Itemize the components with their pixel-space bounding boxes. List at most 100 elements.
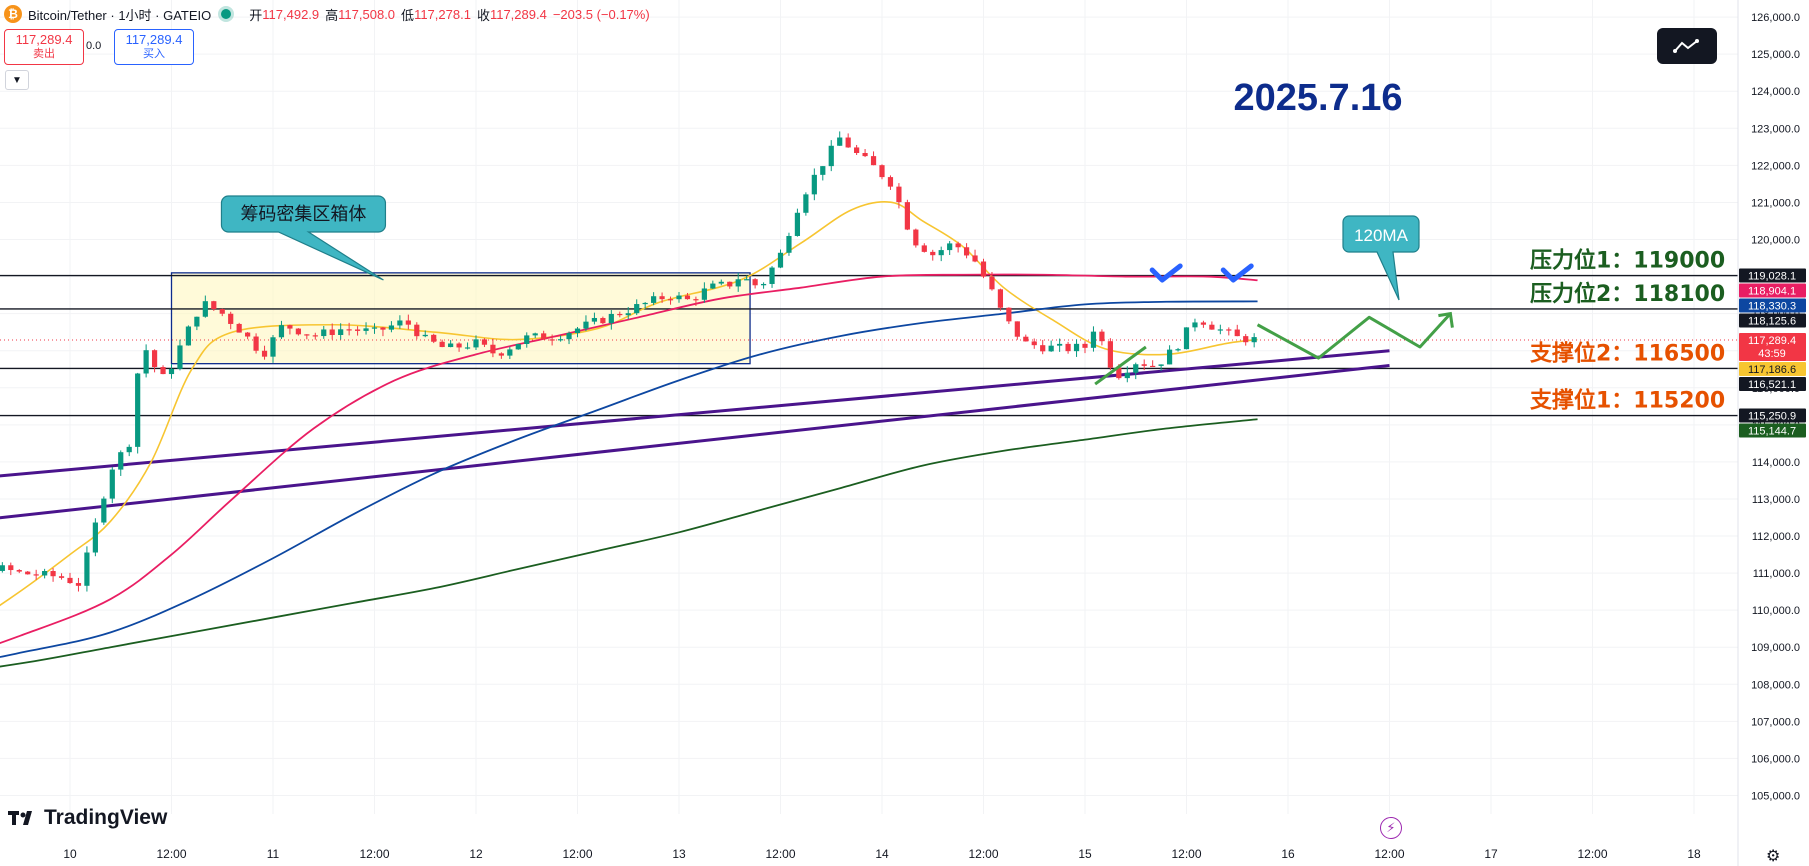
candle-body [980,261,987,277]
y-tick-label: 113,000.0 [1752,494,1800,506]
high-label: 高 [325,7,339,23]
gear-icon[interactable]: ⚙ [1766,848,1781,865]
y-tick-label: 105,000.0 [1751,790,1800,802]
candle-body [481,339,488,345]
candle-body [287,325,293,329]
candle-body [1023,336,1029,342]
candle-body [701,288,707,300]
candle-body [507,349,513,356]
horizontal-levels [0,274,1738,417]
candle-body [414,324,420,337]
candle-body [33,574,39,576]
consolidation-box-rect [170,272,751,365]
candle-body [1099,331,1105,342]
candle-body [1200,322,1207,325]
candle-body [574,328,581,334]
price-tag [1739,361,1806,376]
chart-header: ₿ Bitcoin/Tether · 1小时 · GATEIO 开 117,49… [0,0,650,28]
candle-body [236,323,242,333]
candle-body [532,333,538,336]
moving-average-line [0,418,1258,668]
sell-button[interactable]: 117,289.4 卖出 [4,29,84,65]
trendlines [0,349,1390,520]
candle-body [1209,324,1215,330]
x-tick-label: 10 [63,847,77,861]
open-label: 开 [249,7,263,23]
candle-body [346,329,352,331]
candle-body [803,194,809,213]
candle-body [439,341,445,348]
candle-body [245,332,251,337]
x-tick-label: 12:00 [1171,847,1201,861]
candle-body [659,296,665,300]
candle-body [50,571,56,577]
candle-body [930,251,936,256]
lightning-icon[interactable]: ⚡ [1380,817,1402,839]
candle-body [464,347,471,349]
axes: 126,000.0 125,000.0 124,000.0 123,000.0 122,… [63,0,1806,866]
price-tag [1739,298,1806,313]
candle-body [58,576,65,578]
candle-body [904,202,910,230]
candle-body [253,336,259,351]
candle-body [1217,329,1223,331]
candle-body [1183,327,1190,350]
y-tick-label: 108,000.0 [1751,679,1800,691]
candle-body [845,137,851,148]
candle-body [1175,349,1181,351]
candle-body [84,552,90,586]
candle-body [642,302,648,305]
candle-body [1107,341,1113,368]
candle-body [1040,345,1046,352]
candle-body [997,289,1004,308]
grid [0,0,1738,814]
x-tick-label: 12 [469,847,483,861]
tradingview-icon [8,811,32,825]
x-tick-label: 16 [1281,847,1295,861]
candle-body [16,570,22,572]
candle-body [1057,343,1063,346]
candle-body [380,327,386,330]
candle-body [67,577,73,584]
candle-body [329,329,335,336]
high-value: 117,508.0 [338,6,396,22]
y-tick-label: 114,000.0 [1752,457,1800,469]
moving-average-line [0,201,1258,607]
candle-body [219,309,225,314]
candle-body [684,295,691,300]
candle-body [786,235,792,253]
candle-body [321,329,327,337]
x-tick-label: 12:00 [968,847,998,861]
x-tick-label: 18 [1687,847,1701,861]
y-tick-label: 107,000.0 [1751,716,1800,728]
y-tick-label: 123,000.0 [1751,123,1800,135]
sell-price: 117,289.4 [15,32,73,47]
y-tick-label: 109,000.0 [1751,642,1800,654]
check-icon [1149,263,1183,283]
symbol-title[interactable]: Bitcoin/Tether · 1小时 · GATEIO [28,7,212,23]
candle-body [955,243,961,248]
projection-path [1256,312,1452,360]
candle-body [769,267,775,284]
chart-type-button[interactable] [1657,28,1717,64]
sell-label: 卖出 [33,48,55,60]
candle-body [143,350,149,374]
level-label: 支撑位2：116500 [1530,340,1725,366]
candle-body [1014,321,1020,337]
x-tick-label: 12:00 [562,847,592,861]
candle-body [1073,343,1080,352]
x-tick-label: 11 [267,847,280,861]
y-tick-label: 126,000.0 [1751,12,1800,24]
price-tag [1739,423,1806,438]
buy-button[interactable]: 117,289.4 买入 [114,29,194,65]
candle-body [828,145,834,167]
close-value: 117,289.4 [489,6,547,22]
low-label: 低 [401,7,415,23]
candle-body [1192,322,1198,328]
candle-body [1065,343,1071,352]
candle-body [676,295,682,300]
candle-body [972,255,978,262]
price-tag-label: 116,521.1 [1748,379,1796,391]
collapse-button[interactable]: ▼ [5,70,29,90]
